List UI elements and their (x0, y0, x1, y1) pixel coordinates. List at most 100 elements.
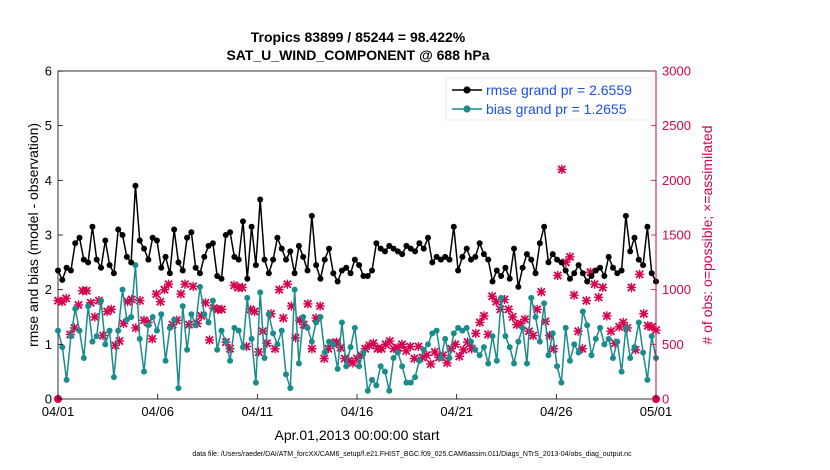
rmse-point (545, 259, 552, 266)
obs-assimilated-marker (385, 336, 395, 346)
bias-point (627, 355, 634, 361)
rmse-point (407, 245, 414, 252)
bias-point (562, 324, 569, 331)
rmse-point (102, 237, 109, 244)
obs-assimilated-marker (188, 281, 198, 291)
rmse-point (308, 212, 315, 219)
bias-point (248, 335, 255, 342)
y2-tick-label: 500 (662, 337, 684, 352)
obs-assimilated-marker (90, 312, 100, 322)
y-tick-label: 4 (45, 173, 52, 188)
bias-point (459, 327, 466, 334)
bias-point (244, 294, 251, 301)
obs-assimilated-marker (278, 313, 288, 323)
y-tick-label: 0 (45, 392, 52, 407)
x-tick-label: 04/11 (242, 404, 274, 419)
obs-assimilated-marker (618, 317, 628, 328)
bias-point (261, 355, 268, 361)
x-tick-label: 04/16 (341, 404, 374, 419)
bias-point (351, 324, 358, 331)
bias-point (287, 385, 294, 392)
bias-point (136, 335, 143, 342)
rmse-point (476, 240, 483, 247)
obs-assimilated-marker (405, 341, 415, 352)
rmse-point (627, 248, 634, 255)
y2-tick-label: 1500 (662, 228, 691, 243)
rmse-point (85, 259, 92, 266)
y-tick-label: 6 (45, 64, 52, 79)
obs-assimilated-marker (397, 339, 407, 349)
rmse-point (227, 229, 234, 236)
rmse-point (369, 267, 376, 274)
rmse-point (554, 256, 561, 263)
y-tick-label: 3 (45, 228, 52, 243)
bias-point (356, 363, 363, 370)
chart-title: Tropics 83899 / 85244 = 98.422% (251, 29, 466, 45)
bias-point (227, 357, 234, 364)
obs-assimilated-marker (606, 326, 616, 336)
rmse-point (278, 245, 285, 252)
bias-point (257, 289, 264, 296)
bias-point (442, 335, 449, 342)
bias-point (446, 355, 453, 361)
bias-point (575, 349, 582, 356)
rmse-point (480, 251, 487, 258)
bias-point (308, 338, 315, 345)
legend-rmse-marker (463, 86, 471, 94)
rmse-point (558, 259, 565, 266)
rmse-point (291, 270, 298, 277)
rmse-point (347, 270, 354, 277)
x-tick-label: 04/21 (440, 404, 473, 419)
rmse-point (222, 232, 229, 238)
rmse-point (390, 245, 397, 252)
bias-point (145, 322, 152, 329)
bias-point (588, 352, 595, 359)
obs-assimilated-marker (155, 297, 165, 307)
rmse-point (244, 275, 251, 282)
bias-point (132, 262, 139, 269)
rmse-point (519, 264, 526, 271)
bias-point (424, 341, 431, 348)
series-layer (53, 164, 661, 403)
rmse-point (399, 251, 406, 258)
bias-point (437, 355, 444, 361)
rmse-point (541, 223, 548, 230)
obs-assimilated-marker (454, 351, 464, 361)
obs-assimilated-marker (147, 334, 157, 344)
bias-point (519, 324, 526, 331)
rmse-point (631, 234, 638, 241)
bias-point (571, 341, 578, 348)
bias-point (239, 344, 246, 351)
bias-point (386, 387, 393, 394)
bias-point (158, 311, 165, 318)
rmse-point (459, 253, 466, 260)
bias-point (631, 344, 638, 351)
bias-point (89, 338, 96, 345)
rmse-point (485, 256, 492, 263)
rmse-point (416, 240, 423, 247)
bias-point (330, 341, 337, 348)
bias-point (476, 352, 483, 359)
bias-point (515, 338, 522, 345)
bias-point (192, 322, 199, 329)
bias-point (153, 327, 160, 334)
bias-point (334, 365, 341, 372)
rmse-point (601, 273, 608, 279)
bias-point (364, 387, 371, 394)
obs-assimilated-marker (307, 344, 317, 354)
rmse-point (493, 267, 500, 274)
bias-point (416, 357, 423, 364)
rmse-point (209, 240, 216, 247)
y2-tick-label: 1000 (662, 282, 691, 297)
bias-point (433, 327, 440, 334)
rmse-point (119, 232, 126, 238)
obs-assimilated-marker (61, 293, 71, 304)
obs-assimilated-marker (254, 347, 264, 357)
bias-point (609, 355, 616, 361)
obs-assimilated-marker (163, 279, 174, 289)
rmse-point (184, 234, 191, 241)
bias-point (209, 297, 216, 304)
obs-assimilated-marker (639, 309, 649, 319)
bias-point (506, 344, 513, 351)
rmse-point (588, 273, 595, 279)
